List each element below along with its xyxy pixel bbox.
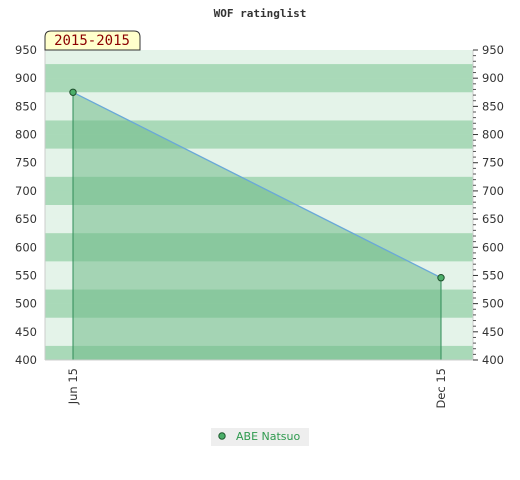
y-tick-label-left: 700 [15, 184, 37, 198]
y-tick-label-left: 450 [15, 325, 37, 339]
y-tick-label-left: 400 [15, 353, 37, 367]
y-tick-label-left: 750 [15, 156, 37, 170]
plot-frame [44, 50, 474, 361]
series-points [69, 88, 445, 282]
series-area [72, 91, 442, 360]
y-tick-label-right: 800 [482, 128, 504, 142]
background-band [45, 106, 473, 121]
y-tick-label-right: 700 [482, 184, 504, 198]
season-label: 2015-2015 [54, 33, 130, 49]
data-point [437, 274, 445, 282]
y-tick-label-left: 500 [15, 297, 37, 311]
background-band [45, 92, 473, 107]
y-tick-label-right: 600 [482, 240, 504, 254]
x-axis: Jun 15 Dec 15 [66, 368, 448, 409]
legend-label: ABE Natsuo [236, 430, 301, 443]
y-tick-label-right: 500 [482, 297, 504, 311]
legend-box [211, 428, 309, 446]
y-tick-label-left: 600 [15, 240, 37, 254]
y-tick-label-left: 800 [15, 128, 37, 142]
y-tick-label-left: 950 [15, 43, 37, 57]
chart-title: WOF ratinglist [214, 7, 307, 20]
season-badge: 2015-2015 [44, 30, 141, 51]
y-tick-label-right: 400 [482, 353, 504, 367]
data-point [69, 88, 77, 96]
y-axis-right: 400 450 500 550 600 650 700 750 800 850 900 950 [473, 43, 504, 367]
legend-marker [218, 432, 226, 440]
background-band [45, 120, 473, 135]
y-tick-label-left: 850 [15, 99, 37, 113]
season-badge-box [44, 30, 141, 51]
y-tick-label-right: 550 [482, 268, 504, 282]
y-axis-left: 400 450 500 550 600 650 700 750 800 850 900 950 [15, 43, 37, 367]
background-band [45, 78, 473, 93]
background-band [45, 64, 473, 79]
y-tick-label-right: 650 [482, 212, 504, 226]
y-tick-label-right: 750 [482, 156, 504, 170]
y-tick-label-left: 900 [15, 71, 37, 85]
x-tick-label: Jun 15 [66, 368, 80, 405]
y-tick-label-right: 900 [482, 71, 504, 85]
y-tick-label-left: 550 [15, 268, 37, 282]
series-line [72, 91, 442, 279]
x-tick-label: Dec 15 [434, 368, 448, 409]
y-tick-label-right: 850 [482, 99, 504, 113]
y-tick-label-right: 950 [482, 43, 504, 57]
y-tick-label-left: 650 [15, 212, 37, 226]
background-band [45, 50, 473, 65]
y-tick-label-right: 450 [482, 325, 504, 339]
legend: ABE Natsuo [211, 428, 309, 446]
series-area-fill [73, 92, 441, 360]
